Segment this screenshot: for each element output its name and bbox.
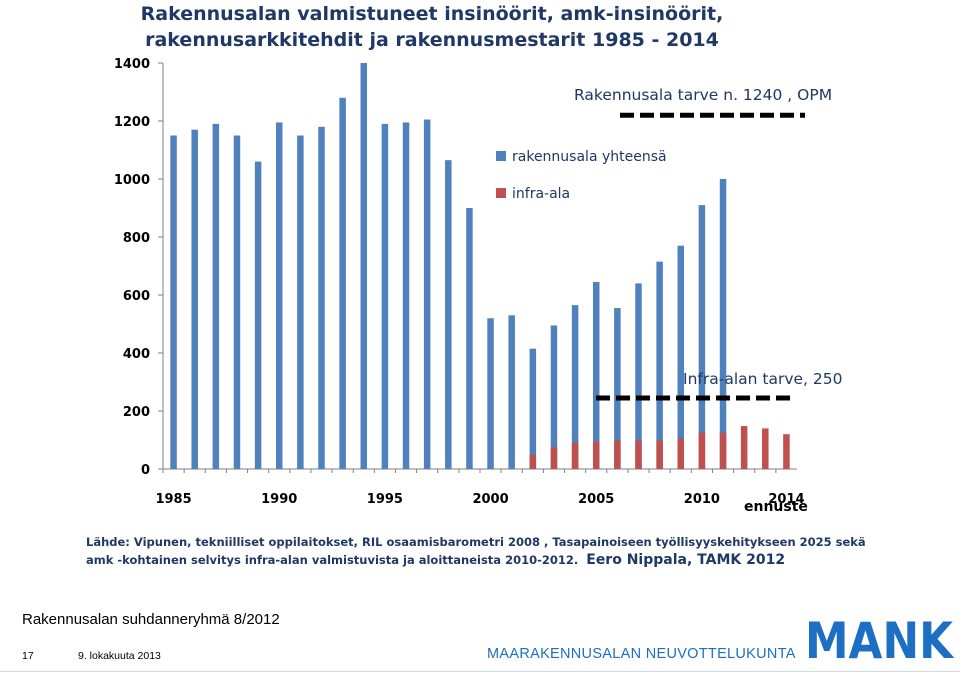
source-author: Eero Nippala, TAMK 2012 xyxy=(586,552,786,568)
x-axis: 1985 1990 1995 2000 2005 2010 2014 xyxy=(155,468,805,507)
bar-total xyxy=(191,129,198,469)
bar-total xyxy=(719,179,727,469)
x-tick-label: 2005 xyxy=(578,492,614,507)
mank-logo: MANK xyxy=(805,616,955,662)
annotation-infra-target: Infra-alan tarve, 250 xyxy=(683,370,842,388)
mank-logo-text: MANK xyxy=(805,616,955,662)
bar-infra xyxy=(783,434,790,469)
bar-total xyxy=(508,315,515,469)
y-tick-label: 0 xyxy=(141,463,150,478)
bar-total xyxy=(233,135,241,469)
bar-total xyxy=(297,135,304,469)
y-tick-label: 1000 xyxy=(114,173,150,188)
bar-infra xyxy=(762,428,769,469)
x-tick-label: 1985 xyxy=(155,492,191,507)
bar-total xyxy=(614,308,621,469)
chart: Rakennusalan valmistuneet insinöörit, am… xyxy=(114,3,843,515)
bar-total xyxy=(423,119,431,470)
bar-total xyxy=(254,161,262,469)
x-tick-label: 1990 xyxy=(261,492,297,507)
source-line-1: Lähde: Vipunen, tekniilliset oppilaitoks… xyxy=(86,535,866,549)
legend-label-total: rakennusala yhteensä xyxy=(512,149,667,165)
y-tick-label: 400 xyxy=(123,347,150,362)
bar-infra xyxy=(698,432,706,469)
bar-total xyxy=(550,325,558,469)
footer-rule xyxy=(0,671,960,672)
source-line-2: amk -kohtainen selvitys infra-alan valmi… xyxy=(86,553,579,567)
x-tick-label: 2014 xyxy=(768,492,804,507)
bar-infra xyxy=(592,441,600,469)
bar-total xyxy=(402,122,410,469)
annotation-total-target: Rakennusala tarve n. 1240 , OPM xyxy=(574,86,832,104)
bar-total xyxy=(212,123,220,470)
bar-total xyxy=(466,208,473,469)
organization-name: MAARAKENNUSALAN NEUVOTTELUKUNTA xyxy=(487,646,796,662)
annotations: Rakennusala tarve n. 1240 , OPM Infra-ala… xyxy=(574,86,842,401)
bar-infra xyxy=(656,440,663,469)
bar-infra xyxy=(571,442,579,469)
legend: rakennusala yhteensä infra-ala xyxy=(496,149,667,202)
y-tick-label: 1400 xyxy=(114,57,150,72)
bar-total xyxy=(677,245,685,469)
footer-title: Rakennusalan suhdanneryhmä 8/2012 xyxy=(22,611,280,628)
bar-infra xyxy=(677,438,685,469)
bar-total xyxy=(698,205,706,469)
bar-infra xyxy=(550,447,558,469)
bar-total xyxy=(318,126,325,470)
bar-total xyxy=(487,318,494,469)
legend-label-infra: infra-ala xyxy=(512,186,570,202)
y-tick-label: 1200 xyxy=(114,115,150,130)
bar-total xyxy=(592,281,600,469)
bar-total xyxy=(656,261,663,469)
bar-infra xyxy=(529,454,537,469)
x-tick-label: 2000 xyxy=(472,492,508,507)
bar-total xyxy=(170,135,177,469)
legend-swatch-total xyxy=(496,151,506,161)
bar-total xyxy=(381,123,389,470)
x-tick-label: 2010 xyxy=(684,492,720,507)
bar-infra xyxy=(719,432,727,469)
forecast-label: ennuste xyxy=(744,499,808,515)
y-tick-label: 200 xyxy=(123,405,150,420)
bar-total xyxy=(275,122,283,469)
bar-total xyxy=(635,283,642,469)
bar-infra xyxy=(740,426,748,469)
chart-title-line-1: Rakennusalan valmistuneet insinöörit, am… xyxy=(141,3,724,25)
bars xyxy=(170,63,790,470)
bar-total xyxy=(360,63,368,469)
x-tick-label: 1995 xyxy=(367,492,403,507)
bar-infra xyxy=(614,440,621,469)
y-axis: 0 200 400 600 800 1000 1200 1400 xyxy=(114,57,164,478)
legend-swatch-infra xyxy=(496,188,506,198)
y-tick-label: 600 xyxy=(123,289,150,304)
bar-total xyxy=(445,160,452,469)
page-number: 17 xyxy=(22,650,34,662)
bar-total xyxy=(339,97,346,470)
source-note: Lähde: Vipunen, tekniilliset oppilaitoks… xyxy=(86,533,866,569)
footer-date: 9. lokakuuta 2013 xyxy=(78,650,161,662)
y-tick-label: 800 xyxy=(123,231,150,246)
bar-infra xyxy=(635,440,642,469)
chart-title-line-2: rakennusarkkitehdit ja rakennusmestarit … xyxy=(145,29,719,51)
bar-total xyxy=(529,348,537,469)
bar-total xyxy=(571,305,579,469)
